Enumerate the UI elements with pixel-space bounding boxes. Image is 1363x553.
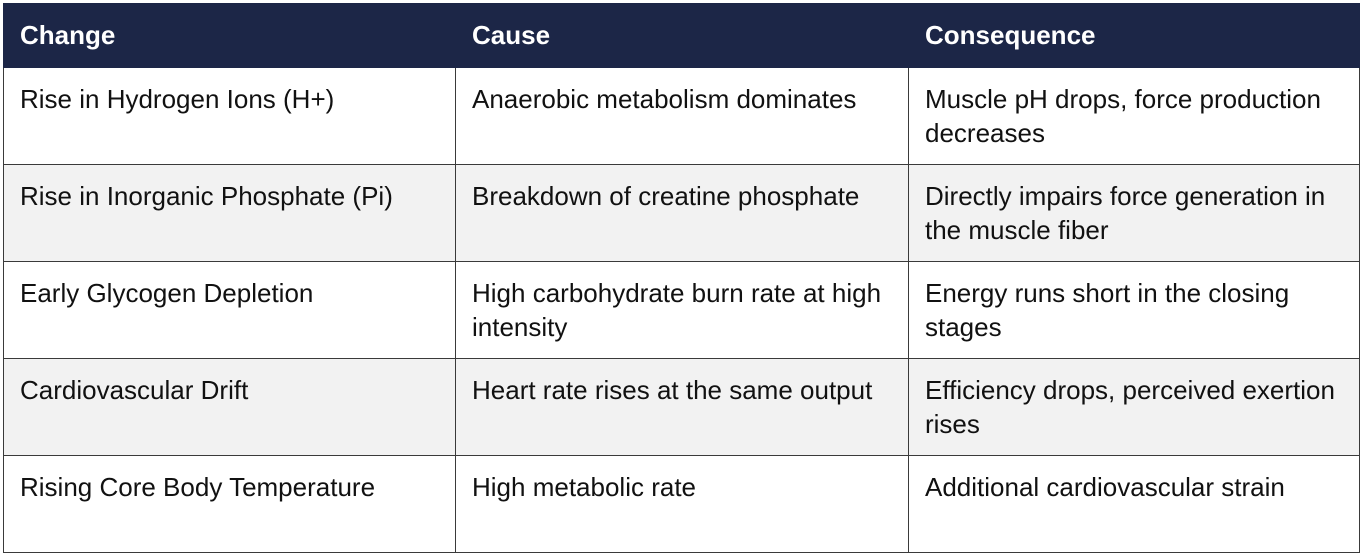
cell-consequence: Muscle pH drops, force production decrea…	[908, 67, 1360, 165]
table-row: Rising Core Body Temperature High metabo…	[3, 455, 1360, 553]
column-header-change: Change	[3, 3, 456, 68]
cell-cause: High metabolic rate	[455, 455, 909, 553]
cell-change: Rise in Inorganic Phosphate (Pi)	[3, 164, 456, 262]
fatigue-table: Change Cause Consequence Rise in Hydroge…	[3, 3, 1360, 553]
cell-change: Cardiovascular Drift	[3, 358, 456, 456]
cell-consequence: Efficiency drops, perceived exertion ris…	[908, 358, 1360, 456]
cell-change: Early Glycogen Depletion	[3, 261, 456, 359]
table-header-row: Change Cause Consequence	[3, 3, 1360, 68]
cell-cause: Heart rate rises at the same output	[455, 358, 909, 456]
cell-consequence: Directly impairs force generation in the…	[908, 164, 1360, 262]
data-table-container: Change Cause Consequence Rise in Hydroge…	[3, 3, 1360, 553]
table-row: Cardiovascular Drift Heart rate rises at…	[3, 358, 1360, 456]
column-header-consequence: Consequence	[908, 3, 1360, 68]
cell-cause: Breakdown of creatine phosphate	[455, 164, 909, 262]
cell-cause: Anaerobic metabolism dominates	[455, 67, 909, 165]
cell-change: Rising Core Body Temperature	[3, 455, 456, 553]
column-header-cause: Cause	[455, 3, 909, 68]
table-row: Rise in Inorganic Phosphate (Pi) Breakdo…	[3, 164, 1360, 262]
cell-consequence: Energy runs short in the closing stages	[908, 261, 1360, 359]
table-row: Early Glycogen Depletion High carbohydra…	[3, 261, 1360, 359]
cell-cause: High carbohydrate burn rate at high inte…	[455, 261, 909, 359]
table-row: Rise in Hydrogen Ions (H+) Anaerobic met…	[3, 67, 1360, 165]
cell-consequence: Additional cardiovascular strain	[908, 455, 1360, 553]
cell-change: Rise in Hydrogen Ions (H+)	[3, 67, 456, 165]
